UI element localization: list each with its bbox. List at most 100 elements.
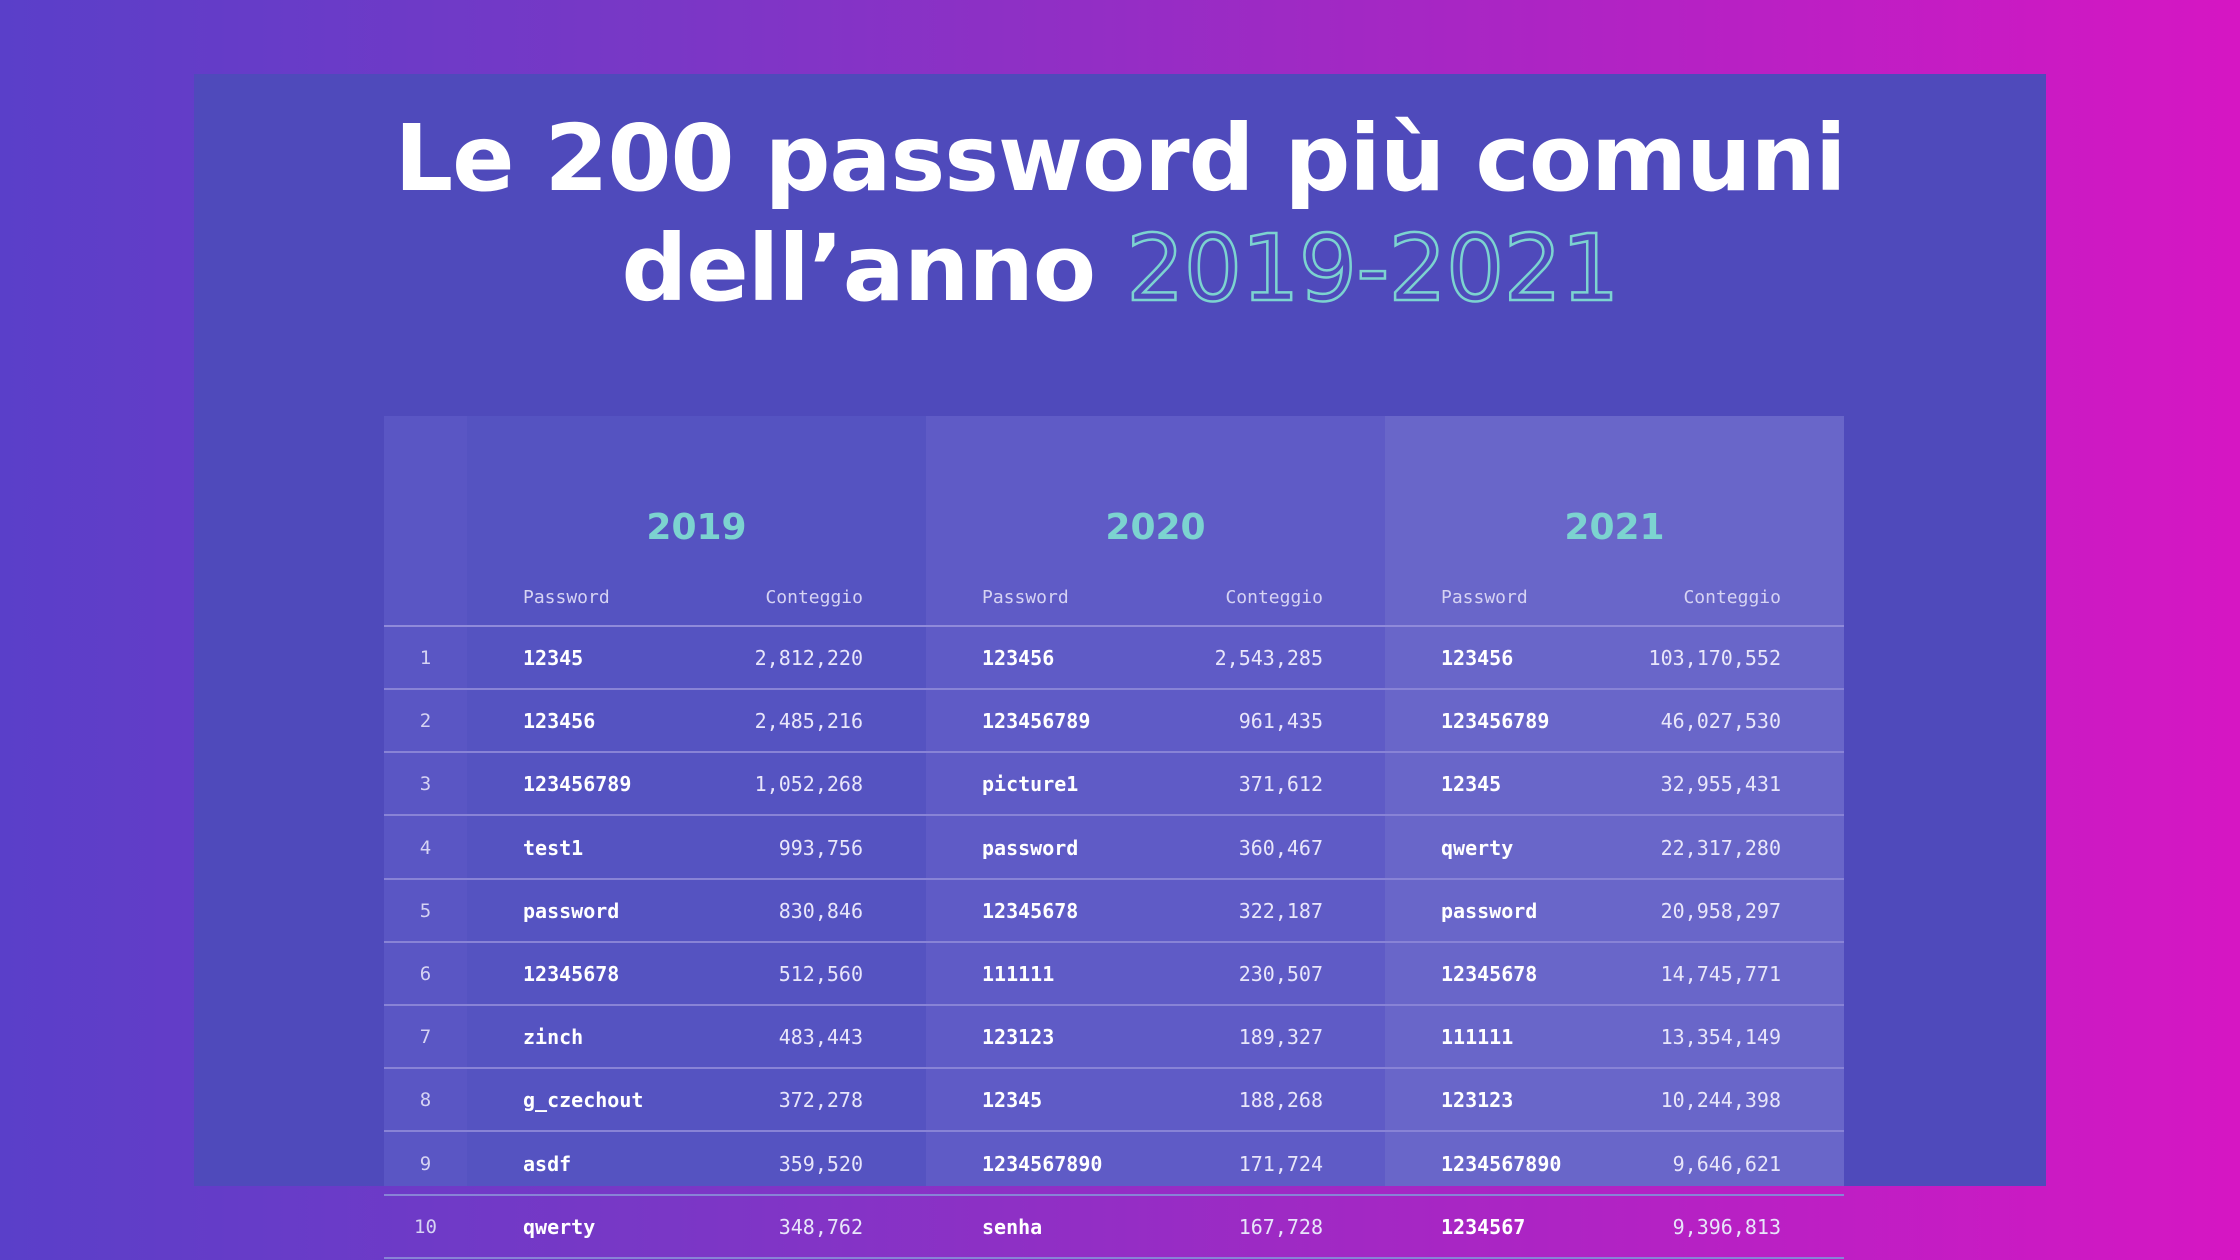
year-heading-2020: 2020 (1105, 507, 1206, 548)
count-cell: 483,443 (778, 1025, 863, 1050)
rank-cell: 10 (414, 1215, 437, 1238)
count-cell: 14,745,771 (1660, 962, 1781, 986)
rank-cell: 6 (419, 963, 432, 985)
password-cell: 12345 (523, 646, 584, 670)
password-cell: 12345678 (1441, 962, 1538, 986)
count-cell: 961,435 (1238, 709, 1323, 734)
rank-cell: 2 (419, 710, 432, 733)
row-divider (384, 814, 1844, 817)
count-cell: 993,756 (778, 835, 863, 860)
count-cell: 371,612 (1238, 772, 1323, 797)
count-cell: 189,327 (1238, 1025, 1323, 1050)
column-header-password: Password (982, 587, 1069, 608)
count-cell: 360,467 (1238, 835, 1323, 860)
password-cell: 12345 (982, 1088, 1043, 1113)
table-row: 9 asdf 359,520 1234567890 171,724 1234567890 9… (384, 1133, 1844, 1196)
count-cell: 188,268 (1238, 1088, 1323, 1113)
count-cell: 512,560 (778, 962, 863, 986)
table-row: 3 123456789 1,052,268 picture1 371,612 12345 3… (384, 753, 1844, 817)
rank-column-bg (384, 416, 467, 1186)
table-row: 1 12345 2,812,220 123456 2,543,285 123456 103,… (384, 627, 1844, 690)
password-cell: 123456 (1441, 646, 1514, 670)
password-cell: 123456 (523, 709, 596, 734)
password-table: 2019 2020 2021 Password Conteggio Passwo… (384, 416, 1844, 1259)
password-cell: qwerty (523, 1214, 596, 1239)
password-cell: asdf (523, 1151, 572, 1176)
password-cell: 123456789 (1441, 709, 1550, 734)
table-row: 8 g_czechout 372,278 12345 188,268 123123 10,2… (384, 1069, 1844, 1133)
rank-cell: 7 (419, 1026, 432, 1049)
password-cell: senha (982, 1214, 1043, 1239)
password-cell: password (1441, 898, 1538, 923)
table-row: 10 qwerty 348,762 senha 167,728 1234567 9,396,… (384, 1196, 1844, 1259)
year-2021-column-bg (1385, 416, 1844, 1186)
table-row: 4 test1 993,756 password 360,467 qwerty 22,317… (384, 817, 1844, 880)
rank-cell: 9 (419, 1152, 432, 1175)
count-cell: 1,052,268 (754, 772, 863, 797)
count-cell: 348,762 (778, 1214, 863, 1239)
password-cell: qwerty (1441, 835, 1514, 860)
count-cell: 46,027,530 (1660, 709, 1781, 734)
count-cell: 32,955,431 (1660, 772, 1781, 797)
row-divider (384, 1193, 1844, 1196)
password-cell: 123456789 (523, 772, 632, 797)
year-heading-2019: 2019 (646, 507, 747, 548)
title-line-1: Le 200 password più comuni (394, 105, 1846, 212)
count-cell: 13,354,149 (1660, 1025, 1781, 1050)
count-cell: 372,278 (778, 1088, 863, 1113)
rank-cell: 5 (419, 899, 432, 922)
password-cell: 1234567890 (982, 1151, 1103, 1176)
column-header-count: Conteggio (765, 587, 863, 608)
rank-cell: 4 (419, 836, 432, 859)
password-cell: 12345678 (523, 962, 620, 986)
count-cell: 830,846 (778, 898, 863, 923)
table-row: 2 123456 2,485,216 123456789 961,435 12345678… (384, 690, 1844, 754)
year-heading-2021: 2021 (1564, 507, 1665, 548)
count-cell: 359,520 (778, 1151, 863, 1176)
count-cell: 167,728 (1238, 1214, 1323, 1239)
row-divider (384, 751, 1844, 754)
table-row: 7 zinch 483,443 123123 189,327 111111 13,354,1… (384, 1006, 1844, 1070)
count-cell: 230,507 (1238, 962, 1323, 986)
title-years: 2019-2021 (1125, 214, 1621, 324)
row-divider (384, 877, 1844, 880)
year-2020-column-bg (926, 416, 1385, 1186)
count-cell: 2,485,216 (754, 709, 863, 734)
count-cell: 322,187 (1238, 898, 1323, 923)
password-cell: 12345 (1441, 772, 1502, 797)
password-cell: 123456 (982, 646, 1055, 670)
password-cell: 123123 (1441, 1088, 1514, 1113)
title-prefix: dell’anno (621, 215, 1127, 322)
password-cell: password (982, 835, 1079, 860)
title-line-2: dell’anno 2019-2021 (194, 214, 2046, 324)
password-cell: g_czechout (523, 1088, 644, 1113)
password-cell: password (523, 898, 620, 923)
row-divider (384, 940, 1844, 943)
rank-cell: 1 (419, 647, 432, 669)
column-header-password: Password (523, 587, 610, 608)
row-divider (384, 688, 1844, 690)
count-cell: 10,244,398 (1660, 1088, 1781, 1113)
column-header-count: Conteggio (1683, 587, 1781, 608)
count-cell: 9,396,813 (1672, 1214, 1781, 1239)
column-header-password: Password (1441, 587, 1528, 608)
count-cell: 9,646,621 (1672, 1151, 1781, 1176)
password-cell: 111111 (1441, 1025, 1514, 1050)
rank-cell: 3 (419, 773, 432, 796)
password-cell: 123123 (982, 1025, 1055, 1050)
year-2019-column-bg (467, 416, 926, 1186)
password-cell: 1234567 (1441, 1214, 1526, 1239)
table-row: 6 12345678 512,560 111111 230,507 12345678 14,… (384, 943, 1844, 1006)
count-cell: 2,812,220 (754, 646, 863, 670)
password-cell: zinch (523, 1025, 584, 1050)
password-cell: 111111 (982, 962, 1055, 986)
count-cell: 2,543,285 (1214, 646, 1323, 670)
infographic-panel: Le 200 password più comuni dell’anno 201… (194, 74, 2046, 1259)
count-cell: 103,170,552 (1648, 646, 1781, 670)
password-cell: test1 (523, 835, 584, 860)
password-cell: picture1 (982, 772, 1079, 797)
password-cell: 12345678 (982, 898, 1079, 923)
count-cell: 20,958,297 (1660, 898, 1781, 923)
table-row: 5 password 830,846 12345678 322,187 password 2… (384, 880, 1844, 943)
column-header-count: Conteggio (1225, 587, 1323, 608)
